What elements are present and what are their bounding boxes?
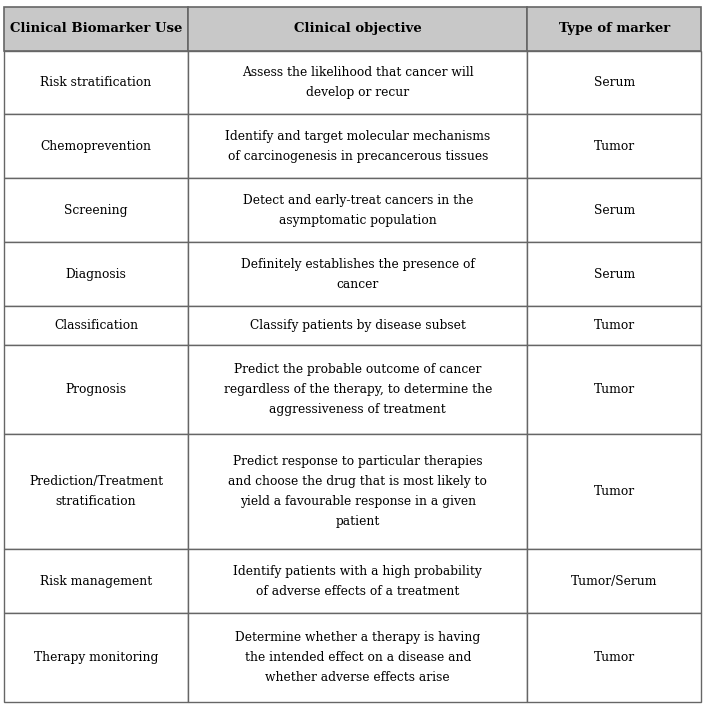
Text: Type of marker: Type of marker — [558, 23, 670, 35]
Text: Classification: Classification — [54, 319, 138, 332]
Text: Tumor/Serum: Tumor/Serum — [571, 575, 658, 587]
Bar — [188, 242, 527, 306]
Bar — [4, 51, 188, 114]
Text: Serum: Serum — [594, 76, 635, 89]
Bar — [188, 114, 527, 179]
Bar — [527, 613, 701, 702]
Text: Assess the likelihood that cancer will
develop or recur: Assess the likelihood that cancer will d… — [242, 66, 474, 99]
Bar — [188, 434, 527, 549]
Text: Predict response to particular therapies
and choose the drug that is most likely: Predict response to particular therapies… — [228, 455, 487, 528]
Text: Tumor: Tumor — [594, 485, 634, 498]
Bar — [188, 7, 527, 51]
Text: Classify patients by disease subset: Classify patients by disease subset — [250, 319, 466, 332]
Text: Clinical objective: Clinical objective — [294, 23, 422, 35]
Text: Serum: Serum — [594, 204, 635, 217]
Bar — [527, 549, 701, 613]
Bar — [188, 306, 527, 345]
Bar — [527, 434, 701, 549]
Text: Detect and early-treat cancers in the
asymptomatic population: Detect and early-treat cancers in the as… — [243, 194, 473, 227]
Bar — [4, 114, 188, 179]
Text: Predict the probable outcome of cancer
regardless of the therapy, to determine t: Predict the probable outcome of cancer r… — [223, 363, 492, 416]
Bar — [188, 51, 527, 114]
Text: Tumor: Tumor — [594, 383, 634, 396]
Text: Risk management: Risk management — [40, 575, 152, 587]
Bar — [527, 242, 701, 306]
Bar — [527, 51, 701, 114]
Text: Prediction/Treatment
stratification: Prediction/Treatment stratification — [29, 475, 163, 508]
Bar — [527, 345, 701, 434]
Bar — [527, 179, 701, 242]
Bar — [4, 613, 188, 702]
Bar — [4, 242, 188, 306]
Bar — [527, 7, 701, 51]
Text: Clinical Biomarker Use: Clinical Biomarker Use — [10, 23, 182, 35]
Bar — [188, 549, 527, 613]
Text: Diagnosis: Diagnosis — [66, 268, 126, 281]
Bar — [188, 345, 527, 434]
Text: Chemoprevention: Chemoprevention — [40, 140, 152, 153]
Text: Identify and target molecular mechanisms
of carcinogenesis in precancerous tissu: Identify and target molecular mechanisms… — [225, 130, 491, 163]
Text: Identify patients with a high probability
of adverse effects of a treatment: Identify patients with a high probabilit… — [233, 565, 482, 597]
Bar — [4, 434, 188, 549]
Text: Risk stratification: Risk stratification — [40, 76, 152, 89]
Bar — [4, 306, 188, 345]
Bar — [527, 114, 701, 179]
Text: Tumor: Tumor — [594, 140, 634, 153]
Bar — [4, 345, 188, 434]
Text: Definitely establishes the presence of
cancer: Definitely establishes the presence of c… — [241, 258, 474, 291]
Text: Tumor: Tumor — [594, 651, 634, 664]
Bar — [4, 179, 188, 242]
Text: Prognosis: Prognosis — [66, 383, 127, 396]
Bar — [4, 7, 188, 51]
Text: Screening: Screening — [64, 204, 128, 217]
Bar — [527, 306, 701, 345]
Bar — [4, 549, 188, 613]
Bar — [188, 179, 527, 242]
Text: Tumor: Tumor — [594, 319, 634, 332]
Text: Therapy monitoring: Therapy monitoring — [34, 651, 158, 664]
Text: Serum: Serum — [594, 268, 635, 281]
Text: Determine whether a therapy is having
the intended effect on a disease and
wheth: Determine whether a therapy is having th… — [235, 631, 480, 684]
Bar — [188, 613, 527, 702]
